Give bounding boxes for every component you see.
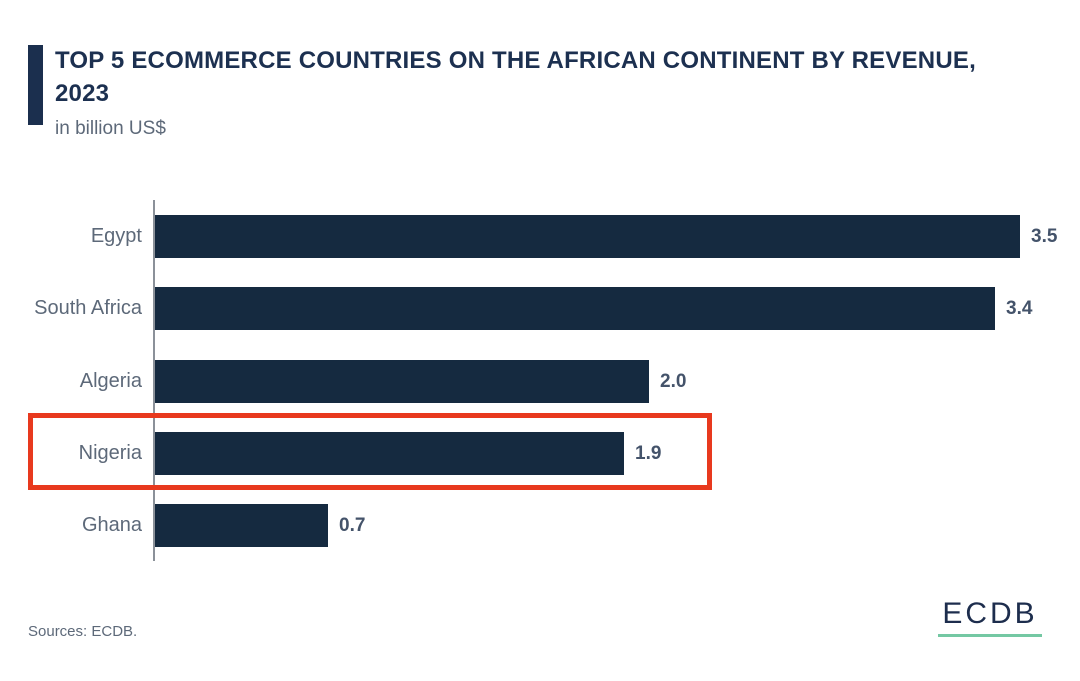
highlight-box xyxy=(28,413,712,490)
category-label-ghana: Ghana xyxy=(81,514,142,536)
bar-egypt xyxy=(155,215,1020,258)
bar-nigeria xyxy=(155,432,624,475)
bar-ghana xyxy=(155,504,328,547)
ecdb-logo-text: ECDB xyxy=(942,597,1038,630)
source-note: Sources: ECDB. xyxy=(28,623,138,640)
title-accent-bar xyxy=(28,45,43,125)
ecdb-logo: ECDB xyxy=(936,598,1044,637)
bar-algeria xyxy=(155,360,649,403)
category-label-egypt: Egypt xyxy=(90,225,142,247)
value-label-algeria: 2.0 xyxy=(660,371,687,392)
value-label-nigeria: 1.9 xyxy=(635,443,662,464)
category-label-south-africa: South Africa xyxy=(34,297,142,319)
value-label-egypt: 3.5 xyxy=(1031,226,1058,247)
category-label-nigeria: Nigeria xyxy=(78,442,142,464)
value-label-south-africa: 3.4 xyxy=(1006,298,1033,319)
y-axis-line xyxy=(153,200,155,561)
ecdb-logo-underline xyxy=(938,634,1042,637)
chart-title: TOP 5 ECOMMERCE COUNTRIES ON THE AFRICAN… xyxy=(55,47,976,107)
chart-subtitle: in billion US$ xyxy=(55,118,166,139)
bar-south-africa xyxy=(155,287,995,330)
value-label-ghana: 0.7 xyxy=(339,515,366,536)
category-label-algeria: Algeria xyxy=(79,370,142,392)
